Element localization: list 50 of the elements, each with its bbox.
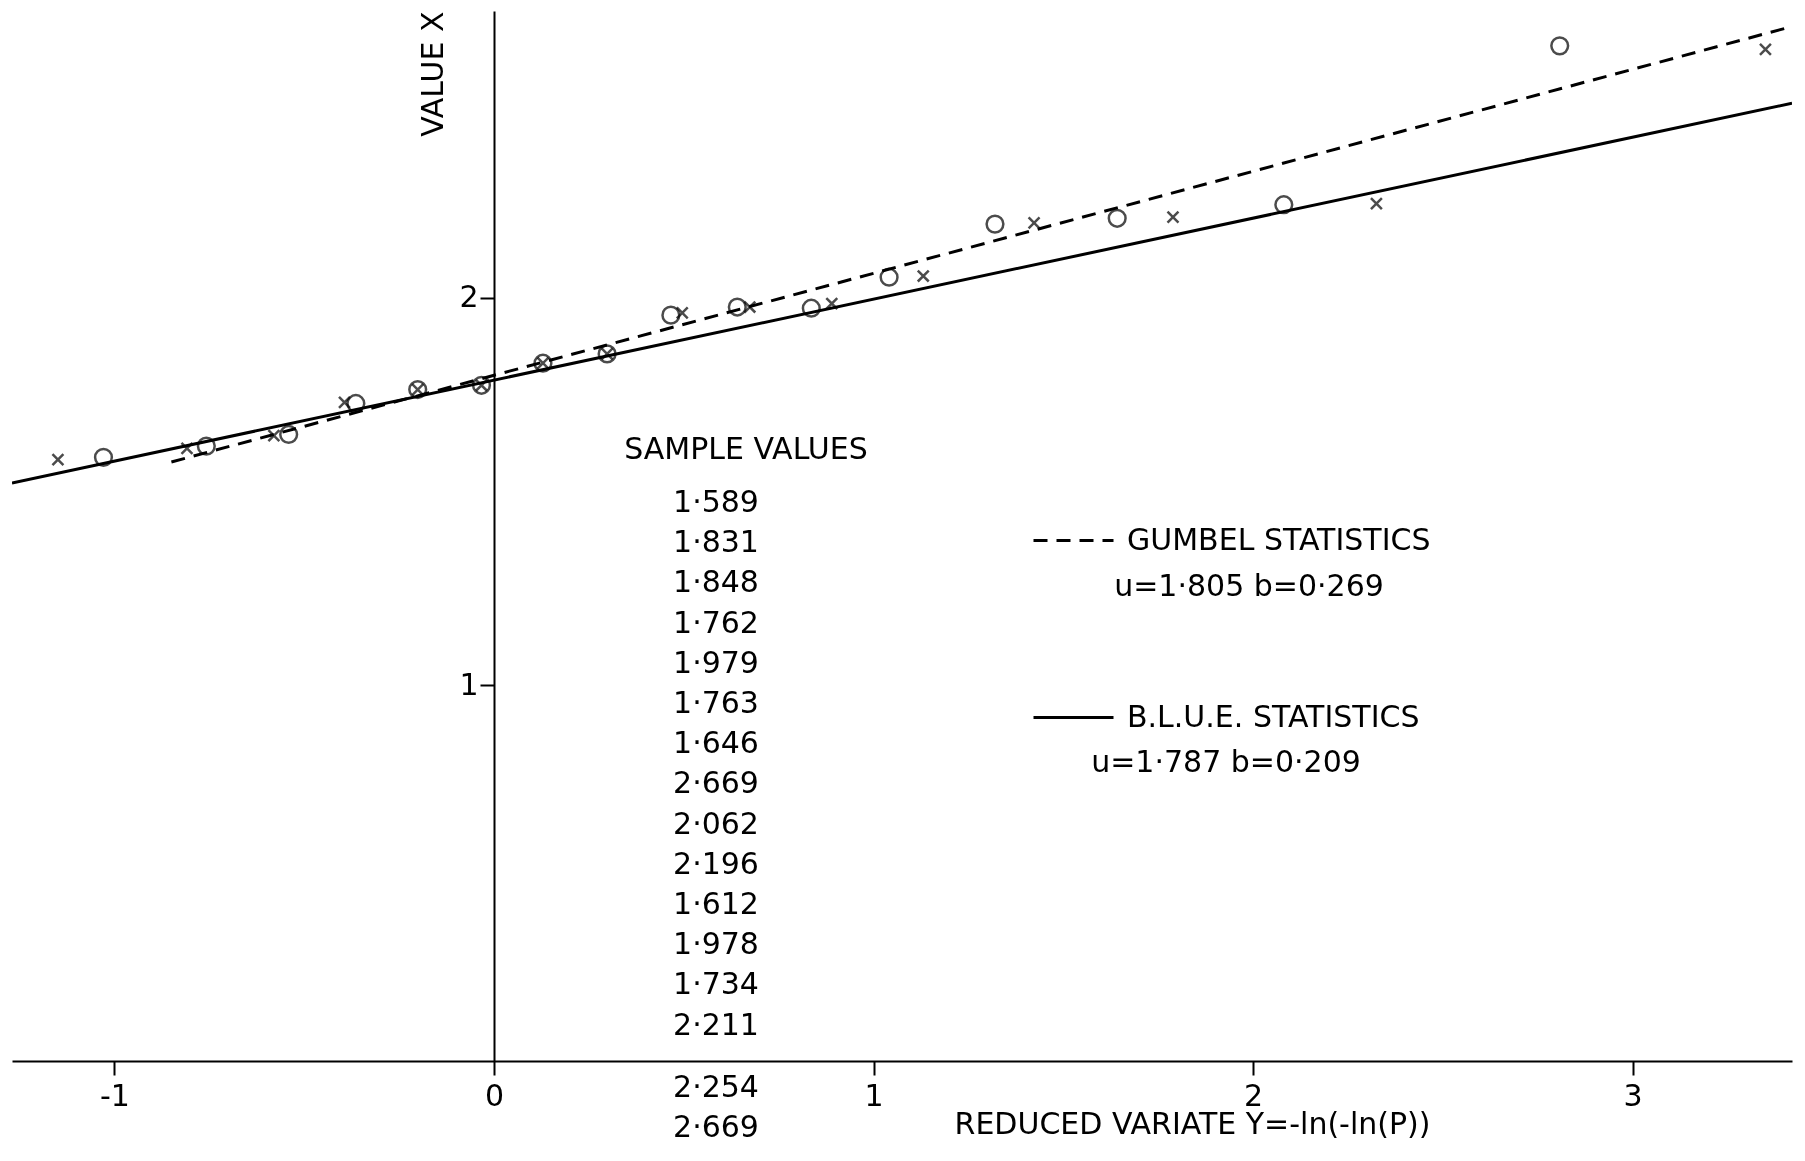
annotation: 1·762	[673, 604, 759, 640]
point	[916, 269, 930, 283]
annotation: 1·646	[673, 725, 759, 761]
point	[1369, 196, 1384, 211]
legend-label: GUMBEL STATISTICS	[1127, 521, 1431, 557]
annotation: 1·848	[673, 564, 759, 600]
x-tick-label: 1	[864, 1077, 884, 1113]
annotation: 2·211	[673, 1006, 759, 1042]
point	[1274, 195, 1294, 215]
point	[337, 395, 352, 410]
annotation: u=1·787 b=0·209	[1091, 744, 1361, 779]
point	[93, 447, 114, 467]
point	[825, 296, 839, 311]
point	[1107, 208, 1127, 228]
point	[1550, 36, 1570, 56]
point	[196, 436, 216, 456]
point	[801, 298, 821, 318]
point	[1027, 216, 1041, 230]
annotation: 1·612	[673, 886, 759, 921]
point	[727, 297, 747, 317]
point	[661, 305, 681, 325]
point	[267, 428, 281, 443]
annotation: u=1·805 b=0·269	[1114, 568, 1384, 603]
annotation: 1·589	[673, 484, 759, 519]
point	[1758, 42, 1773, 57]
annotation: SAMPLE VALUES	[624, 431, 868, 466]
x-tick-label: -1	[100, 1077, 130, 1113]
annotation: 1·734	[673, 966, 759, 1002]
x-tick-label: 3	[1623, 1077, 1643, 1113]
point	[51, 452, 65, 467]
point	[1166, 210, 1180, 224]
point	[985, 214, 1005, 234]
annotation: 1·831	[673, 524, 759, 560]
text: 2·669	[673, 1109, 759, 1144]
annotation: 1·979	[673, 644, 759, 680]
annotation: 2·669	[673, 765, 759, 801]
point	[675, 306, 689, 320]
text: 2·254	[673, 1068, 759, 1104]
legend-label: B.L.U.E. STATISTICS	[1127, 698, 1420, 734]
annotation: 2·196	[673, 845, 759, 881]
point	[879, 267, 899, 287]
point	[279, 424, 299, 445]
point	[346, 393, 366, 414]
point	[180, 441, 194, 456]
point	[743, 300, 757, 314]
x-tick-label: 0	[484, 1077, 505, 1113]
annotation: 1·763	[673, 685, 759, 720]
annotation: 1·978	[673, 926, 759, 962]
y-axis-title: VALUE X	[415, 11, 451, 137]
annotation: 2·062	[673, 805, 759, 841]
